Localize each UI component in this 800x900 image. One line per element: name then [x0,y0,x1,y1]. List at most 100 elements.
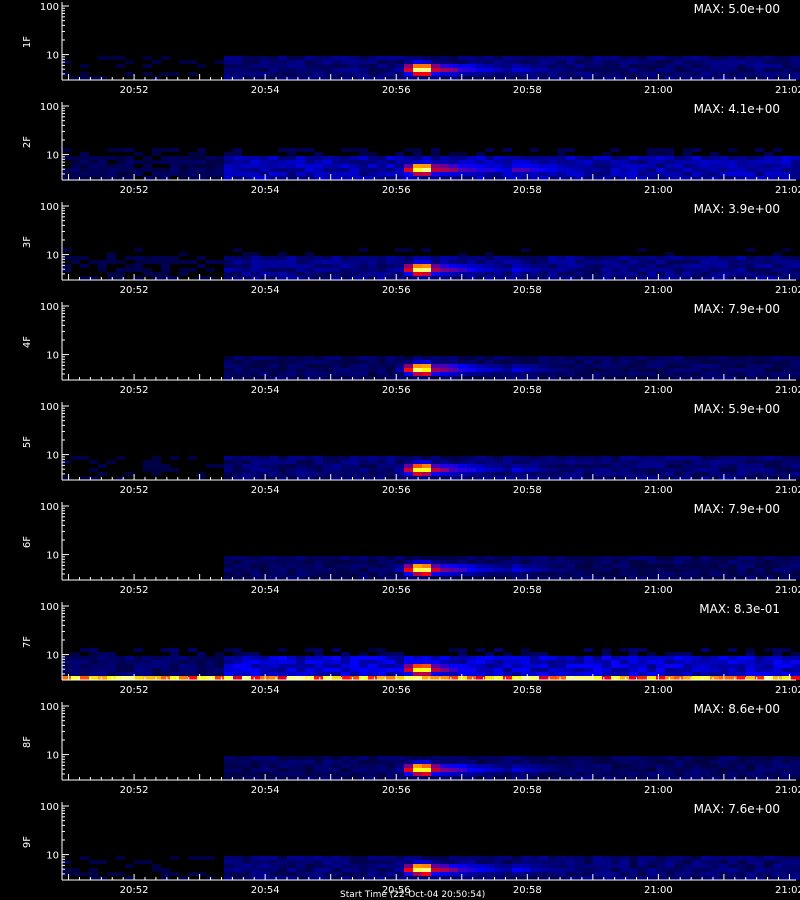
heatmap-cell [116,660,125,664]
heatmap-cell [404,760,413,764]
heatmap-cell [458,856,467,860]
heatmap-cell [260,560,269,564]
heatmap-cell [260,68,269,72]
heatmap-cell [629,56,638,60]
heatmap-cell [764,72,773,76]
heatmap-cell [242,164,251,168]
heatmap-cell [116,272,125,276]
heatmap-cell [485,764,494,768]
heatmap-cell [683,176,692,180]
heatmap-cell [683,172,692,176]
heatmap-cell [719,160,728,164]
heatmap-cell [773,260,782,264]
heatmap-cell [278,672,287,676]
y-tick-label: 100 [40,202,59,213]
heatmap-cell [368,856,377,860]
heatmap-cell [503,372,512,376]
heatmap-cell [260,260,269,264]
heatmap-cell [584,272,593,276]
heatmap-cell [728,572,737,576]
heatmap-cell [260,460,269,464]
heatmap-cell [413,64,422,68]
heatmap-cell [629,376,638,380]
heatmap-cell [377,772,386,776]
heatmap-cell [332,56,341,60]
heatmap-cell [773,652,782,656]
heatmap-cell [314,864,323,868]
heatmap-cell [755,556,764,560]
heatmap-cell [665,652,674,656]
heatmap-cell [296,76,305,80]
heatmap-cell [404,172,413,176]
heatmap-cell [665,564,674,568]
heatmap-cell [395,152,404,156]
heatmap-cell [620,560,629,564]
heatmap-cell [701,564,710,568]
heatmap-cell [449,156,458,160]
heatmap-cell [296,768,305,772]
heatmap-cell [449,268,458,272]
heatmap-cell [188,664,197,668]
heatmap-cell [593,660,602,664]
heatmap-cell [350,756,359,760]
heatmap-cell [377,56,386,60]
heatmap-cell [791,468,800,472]
heatmap-cell [305,60,314,64]
heatmap-cell [377,868,386,872]
heatmap-cell [431,564,440,568]
heatmap-cell [278,656,287,660]
heatmap-cell [458,468,467,472]
heatmap-cell [377,648,386,652]
heatmap-cell [422,248,431,252]
heatmap-cell [602,648,611,652]
heatmap-cell [674,676,683,680]
heatmap-cell [611,576,620,580]
heatmap-cell [620,64,629,68]
heatmap-cell [359,560,368,564]
heatmap-cell [341,856,350,860]
heatmap-cell [314,172,323,176]
heatmap-cell [305,668,314,672]
heatmap-cell [125,664,134,668]
heatmap-cell [746,160,755,164]
heatmap-cell [710,664,719,668]
heatmap-cell [683,676,692,680]
heatmap-cell [647,472,656,476]
heatmap-cell [296,756,305,760]
heatmap-cell [332,868,341,872]
heatmap-cell [530,660,539,664]
heatmap-cell [395,360,404,364]
heatmap-cell [647,160,656,164]
heatmap-cell [458,372,467,376]
heatmap-cell [368,764,377,768]
heatmap-cell [440,76,449,80]
heatmap-cell [359,860,368,864]
heatmap-cell [701,164,710,168]
heatmap-cell [539,772,548,776]
heatmap-cell [269,764,278,768]
heatmap-cell [233,376,242,380]
heatmap-cell [314,372,323,376]
heatmap-cell [404,464,413,468]
heatmap-cell [602,356,611,360]
x-tick-label: 20:58 [513,585,542,596]
heatmap-cell [503,148,512,152]
heatmap-cell [539,860,548,864]
heatmap-cell [260,256,269,260]
heatmap-cell [782,256,791,260]
heatmap-cell [350,668,359,672]
heatmap-cell [242,556,251,560]
heatmap-cell [242,460,251,464]
heatmap-cell [431,376,440,380]
heatmap-cell [395,456,404,460]
heatmap-cell [323,368,332,372]
x-tick-label: 21:02 [775,585,800,596]
heatmap-cell [350,156,359,160]
heatmap-cell [125,668,134,672]
heatmap-cell [566,460,575,464]
heatmap-cell [449,276,458,280]
heatmap-cell [386,860,395,864]
heatmap-cell [305,672,314,676]
heatmap-cell [431,476,440,480]
heatmap-cell [773,368,782,372]
